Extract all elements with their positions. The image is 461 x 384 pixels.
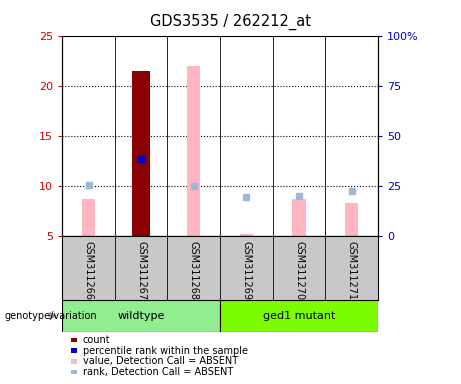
Text: GSM311267: GSM311267 (136, 241, 146, 300)
Text: GSM311271: GSM311271 (347, 241, 357, 300)
Bar (82, 199, 95, 236)
Text: GSM311266: GSM311266 (83, 241, 94, 300)
Text: GSM311269: GSM311269 (242, 241, 251, 300)
Bar (187, 66, 201, 236)
Text: count: count (83, 335, 110, 345)
Text: GDS3535 / 262212_at: GDS3535 / 262212_at (150, 13, 311, 30)
Bar (240, 234, 253, 236)
Text: GSM311270: GSM311270 (294, 241, 304, 300)
Bar (132, 71, 150, 236)
Bar (220, 300, 378, 332)
Text: value, Detection Call = ABSENT: value, Detection Call = ABSENT (83, 356, 237, 366)
Text: wildtype: wildtype (118, 311, 165, 321)
Text: genotype/variation: genotype/variation (5, 311, 97, 321)
Text: GSM311268: GSM311268 (189, 241, 199, 300)
Bar (292, 199, 306, 236)
Bar (135, 161, 148, 236)
Text: percentile rank within the sample: percentile rank within the sample (83, 346, 248, 356)
Bar (345, 203, 358, 236)
Text: ged1 mutant: ged1 mutant (263, 311, 335, 321)
Bar (62, 300, 220, 332)
Text: rank, Detection Call = ABSENT: rank, Detection Call = ABSENT (83, 367, 233, 377)
